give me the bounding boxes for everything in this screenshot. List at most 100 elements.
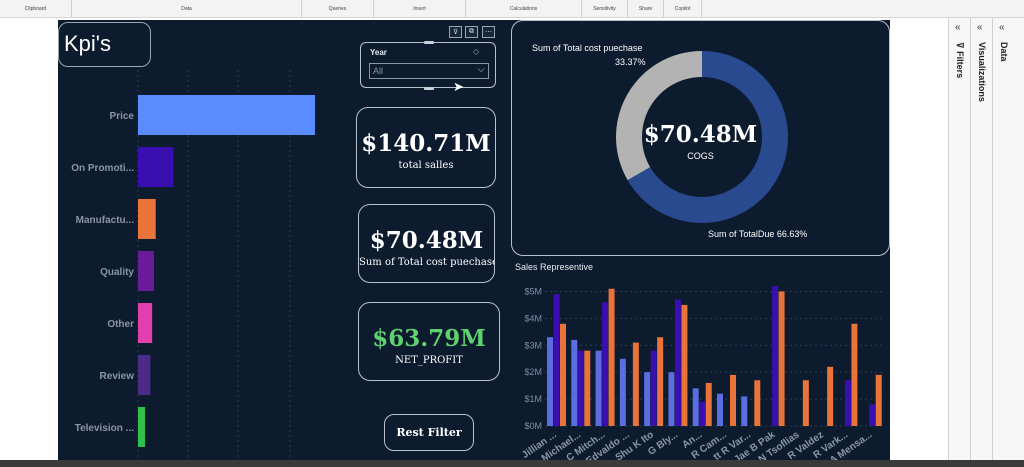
year-dropdown[interactable]: All ⌵ bbox=[369, 63, 489, 79]
bar[interactable] bbox=[138, 407, 146, 447]
column[interactable] bbox=[844, 380, 851, 426]
sales-rep-column-chart: Sales Representive$0M$1M$2M$3M$4M$5MJill… bbox=[515, 262, 885, 467]
ribbon-group-calculations[interactable]: Calculations bbox=[466, 0, 582, 18]
column[interactable] bbox=[851, 323, 858, 426]
card-value: $70.48M bbox=[369, 227, 484, 254]
donut-svg bbox=[616, 51, 788, 223]
column[interactable] bbox=[869, 404, 876, 426]
column[interactable] bbox=[584, 350, 591, 426]
column[interactable] bbox=[772, 286, 779, 426]
year-slicer[interactable]: Year ◇ All ⌵ ➤ bbox=[360, 41, 496, 94]
column[interactable] bbox=[754, 380, 761, 426]
eraser-icon[interactable]: ◇ bbox=[473, 47, 480, 56]
ribbon-group-clipboard[interactable]: Clipboard bbox=[0, 0, 72, 18]
visualizations-pane-title: Visualizations bbox=[977, 42, 987, 102]
column[interactable] bbox=[730, 374, 736, 426]
ribbon-group-copilot[interactable]: Copilot bbox=[664, 0, 702, 18]
donut-slice[interactable] bbox=[616, 51, 702, 181]
focus-mode-icon[interactable]: ⧉ bbox=[465, 26, 478, 38]
rest-filter-button[interactable]: Rest Filter bbox=[384, 414, 474, 451]
column[interactable] bbox=[681, 304, 688, 426]
donut-slice[interactable] bbox=[627, 51, 788, 223]
kpi-card-total-cost: $70.48M Sum of Total cost puechase bbox=[358, 204, 495, 283]
donut-label-cost: Sum of Total cost puechase bbox=[532, 43, 643, 53]
page-tabs-bar bbox=[0, 460, 1024, 467]
column[interactable] bbox=[644, 372, 651, 426]
column[interactable] bbox=[668, 372, 675, 426]
bar[interactable] bbox=[138, 303, 153, 343]
column[interactable] bbox=[741, 396, 748, 426]
column[interactable] bbox=[608, 288, 615, 426]
chevron-down-icon: ⌵ bbox=[477, 64, 485, 75]
cursor-arrow-icon: ➤ bbox=[453, 79, 464, 94]
category-label: Quality bbox=[100, 267, 134, 278]
column[interactable] bbox=[650, 350, 657, 426]
ribbon: Clipboard Data Queries Insert Calculatio… bbox=[0, 0, 1024, 18]
category-label: Price bbox=[110, 111, 135, 122]
bar[interactable] bbox=[138, 95, 315, 135]
report-page: Kpi's Price On Promoti... Manufactu... Qual… bbox=[58, 20, 890, 467]
column[interactable] bbox=[560, 323, 566, 426]
collapse-data-icon[interactable]: « bbox=[999, 22, 1005, 33]
filters-pane[interactable]: « ⊽ Filters bbox=[948, 18, 970, 467]
y-tick-label: $5M bbox=[524, 286, 542, 296]
ribbon-group-insert[interactable]: Insert bbox=[374, 0, 466, 18]
collapse-filters-icon[interactable]: « bbox=[955, 22, 961, 33]
category-label: Other bbox=[107, 319, 134, 330]
bar[interactable] bbox=[138, 147, 174, 187]
category-label: Review bbox=[100, 371, 135, 382]
kpi-card-net-profit: $63.79M NET_PROFIT bbox=[358, 302, 500, 381]
bar[interactable] bbox=[138, 355, 151, 395]
more-options-icon[interactable]: ⋯ bbox=[482, 26, 495, 38]
bar[interactable] bbox=[138, 199, 156, 239]
column[interactable] bbox=[547, 337, 553, 426]
category-label: Television ... bbox=[75, 423, 134, 434]
column[interactable] bbox=[595, 350, 602, 426]
column[interactable] bbox=[705, 382, 712, 426]
resize-handle-top[interactable] bbox=[424, 41, 434, 44]
column[interactable] bbox=[875, 374, 882, 426]
donut-pct-cost: 33.37% bbox=[615, 57, 646, 67]
column[interactable] bbox=[692, 388, 699, 426]
card-value: $63.79M bbox=[372, 325, 486, 352]
donut-center-value: $70.48M bbox=[643, 121, 758, 148]
filter-icon[interactable]: ⊽ bbox=[449, 26, 462, 38]
column[interactable] bbox=[657, 337, 664, 426]
column[interactable] bbox=[827, 366, 834, 426]
filters-pane-label: Filters bbox=[955, 51, 965, 79]
filter-icon: ⊽ bbox=[955, 42, 965, 52]
column[interactable] bbox=[717, 393, 723, 426]
ribbon-group-share[interactable]: Share bbox=[628, 0, 664, 18]
visualizations-pane[interactable]: « Visualizations bbox=[970, 18, 992, 467]
column[interactable] bbox=[632, 342, 639, 426]
y-tick-label: $0M bbox=[524, 421, 542, 431]
data-pane[interactable]: « Data bbox=[992, 18, 1024, 467]
column[interactable] bbox=[674, 299, 681, 426]
cogs-donut-chart: Sum of Total cost puechase 33.37% $70.48… bbox=[511, 20, 890, 256]
page-title: Kpi's bbox=[58, 22, 151, 67]
card-label: total salles bbox=[398, 160, 454, 171]
donut-label-due: Sum of TotalDue 66.63% bbox=[708, 229, 808, 239]
column[interactable] bbox=[802, 380, 809, 426]
reason-bar-chart: Price On Promoti... Manufactu... Quality Oth… bbox=[71, 70, 315, 460]
filters-pane-title: ⊽ Filters bbox=[955, 42, 965, 78]
column[interactable] bbox=[553, 294, 560, 426]
collapse-visualizations-icon[interactable]: « bbox=[977, 22, 983, 33]
bar[interactable] bbox=[138, 251, 154, 291]
column[interactable] bbox=[778, 291, 785, 426]
year-dropdown-value: All bbox=[373, 66, 384, 76]
card-value: $140.71M bbox=[361, 130, 491, 157]
column[interactable] bbox=[577, 350, 584, 426]
ribbon-group-data[interactable]: Data bbox=[72, 0, 302, 18]
column[interactable] bbox=[602, 302, 609, 426]
column[interactable] bbox=[699, 401, 706, 426]
resize-handle-bottom[interactable] bbox=[424, 87, 434, 90]
ribbon-group-queries[interactable]: Queries bbox=[302, 0, 374, 18]
card-label: NET_PROFIT bbox=[395, 355, 463, 366]
chart-title: Sales Representive bbox=[515, 262, 593, 272]
data-pane-title: Data bbox=[999, 42, 1009, 62]
column[interactable] bbox=[619, 358, 626, 426]
y-tick-label: $1M bbox=[524, 394, 542, 404]
ribbon-group-sensitivity[interactable]: Sensitivity bbox=[582, 0, 628, 18]
column[interactable] bbox=[571, 339, 578, 426]
